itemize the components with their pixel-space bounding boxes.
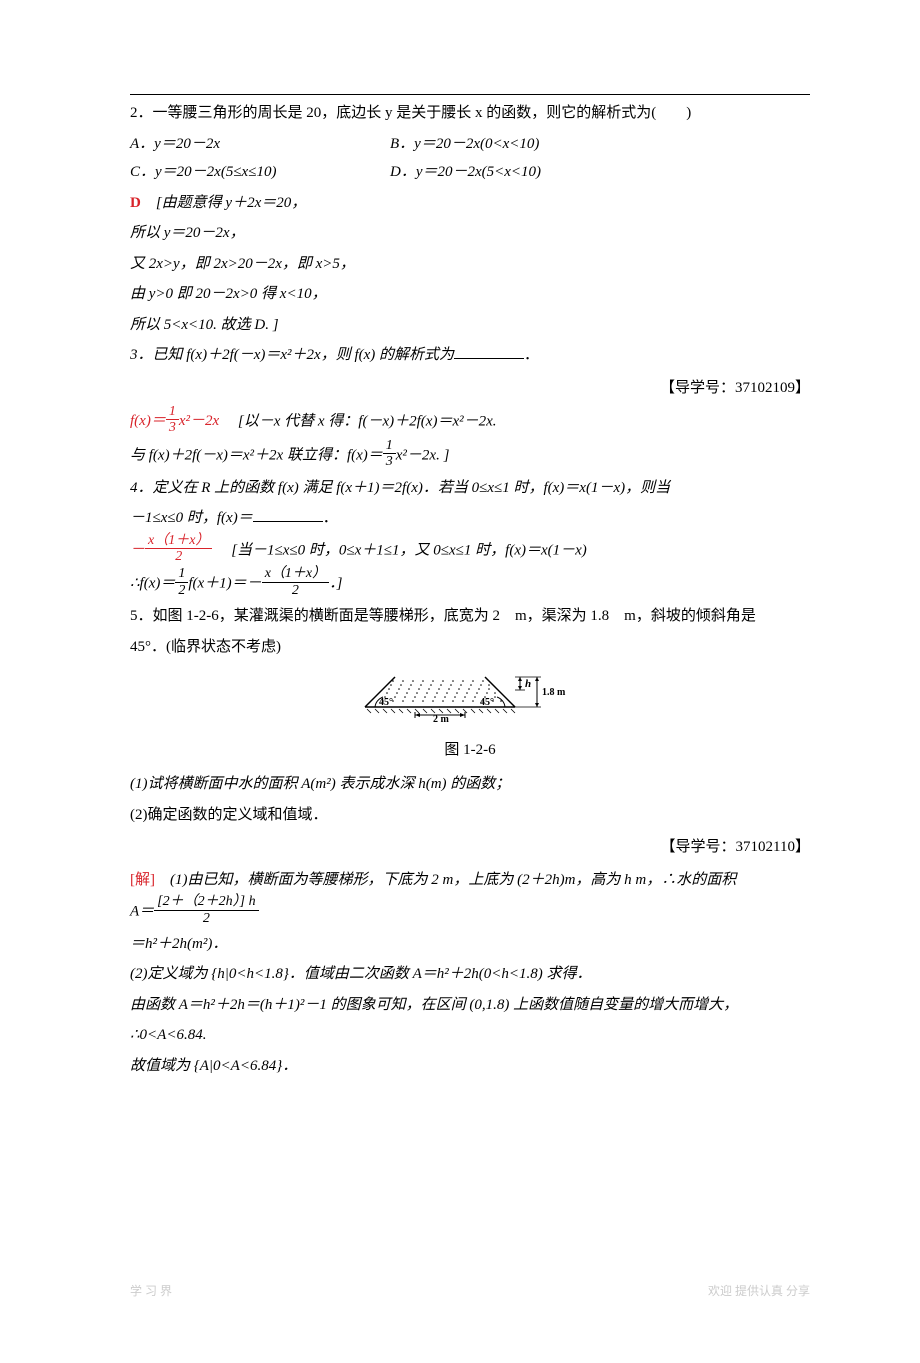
footer-right: 欢迎 提供认真 分享	[708, 1280, 810, 1303]
q5-sol-1: [解] (1)由已知，横断面为等腰梯形，下底为 2 m，上底为 (2＋2h)m，…	[130, 866, 810, 895]
q5-sol-7: 故值域为 {A|0<A<6.84}．	[130, 1052, 810, 1081]
q5-stem-2: 45°．(临界状态不考虑)	[130, 633, 810, 662]
q4-blank	[253, 506, 323, 522]
q3-guide: 【导学号：37102109】	[130, 374, 810, 403]
footer-left: 学 习 界	[130, 1280, 172, 1303]
q2-opt-c: C．y＝20－2x(5≤x≤10)	[130, 158, 390, 187]
q5-sol-label: [解]	[130, 872, 155, 888]
q2-opts-row2: C．y＝20－2x(5≤x≤10) D．y＝20－2x(5<x<10)	[130, 158, 810, 187]
q4-stem-2: －1≤x≤0 时，f(x)＝．	[130, 504, 810, 533]
q4-answer-line: －x（1＋x）2 [当－1≤x≤0 时，0≤x＋1≤1，又 0≤x≤1 时，f(…	[130, 535, 810, 567]
page-footer: 学 习 界 欢迎 提供认真 分享	[130, 1280, 810, 1303]
q2-stem: 2．一等腰三角形的周长是 20，底边长 y 是关于腰长 x 的函数，则它的解析式…	[130, 99, 810, 128]
q5-guide: 【导学号：37102110】	[130, 833, 810, 862]
q5-figcap: 图 1-2-6	[130, 736, 810, 765]
q5-sol-5: 由函数 A＝h²＋2h＝(h＋1)²－1 的图象可知，在区间 (0,1.8) 上…	[130, 991, 810, 1020]
q5-sol-4: (2)定义域为 {h|0<h<1.8}．值域由二次函数 A＝h²＋2h(0<h<…	[130, 960, 810, 989]
q3-sol-line2: 与 f(x)＋2f(－x)＝x²＋2x 联立得：f(x)＝13x²－2x. ]	[130, 440, 810, 472]
q5-stem-1: 5．如图 1-2-6，某灌溉渠的横断面是等腰梯形，底宽为 2 m，渠深为 1.8…	[130, 602, 810, 631]
q5-sol-6: ∴0<A<6.84.	[130, 1021, 810, 1050]
q2-answer: D	[130, 195, 141, 211]
q3-answer-line: f(x)＝13x²－2x [以－x 代替 x 得：f(－x)＋2f(x)＝x²－…	[130, 406, 810, 438]
q5-part1: (1)试将横断面中水的面积 A(m²) 表示成水深 h(m) 的函数；	[130, 770, 810, 799]
base-label: 2 m	[433, 714, 450, 723]
q4-answer: －x（1＋x）2	[130, 542, 216, 558]
q5-figure: 45° 45° 2 m h 1.8 m	[130, 667, 810, 734]
q5-sol-2: A＝[2＋（2＋2h）] h2	[130, 896, 810, 928]
angle-left-label: 45°	[379, 697, 393, 708]
q5-sol-3: ＝h²＋2h(m²)．	[130, 930, 810, 959]
q2-opt-b: B．y＝20－2x(0<x<10)	[390, 130, 810, 159]
depth-label: 1.8 m	[542, 687, 566, 698]
q2-sol-line5: 所以 5<x<10. 故选 D. ]	[130, 311, 810, 340]
angle-right-label: 45°	[480, 697, 494, 708]
q2-solution: D [由题意得 y＋2x＝20，	[130, 189, 810, 218]
q4-sol-line2: ∴f(x)＝12f(x＋1)＝－x（1＋x）2．]	[130, 568, 810, 600]
q2-sol-line4: 由 y>0 即 20－2x>0 得 x<10，	[130, 280, 810, 309]
trapezoid-diagram-icon: 45° 45° 2 m h 1.8 m	[355, 667, 585, 723]
q2-opt-d: D．y＝20－2x(5<x<10)	[390, 158, 810, 187]
top-rule	[130, 94, 810, 95]
h-label: h	[525, 678, 531, 690]
q5-part2: (2)确定函数的定义域和值域．	[130, 801, 810, 830]
q2-sol-line2: 所以 y＝20－2x，	[130, 219, 810, 248]
q4-stem-1: 4．定义在 R 上的函数 f(x) 满足 f(x＋1)＝2f(x)．若当 0≤x…	[130, 474, 810, 503]
q3-answer: f(x)＝13x²－2x	[130, 413, 223, 429]
q3-blank	[454, 343, 524, 359]
q3-stem: 3．已知 f(x)＋2f(－x)＝x²＋2x，则 f(x) 的解析式为．	[130, 341, 810, 370]
q2-sol-line3: 又 2x>y，即 2x>20－2x，即 x>5，	[130, 250, 810, 279]
q2-opt-a: A．y＝20－2x	[130, 130, 390, 159]
q2-opts-row1: A．y＝20－2x B．y＝20－2x(0<x<10)	[130, 130, 810, 159]
